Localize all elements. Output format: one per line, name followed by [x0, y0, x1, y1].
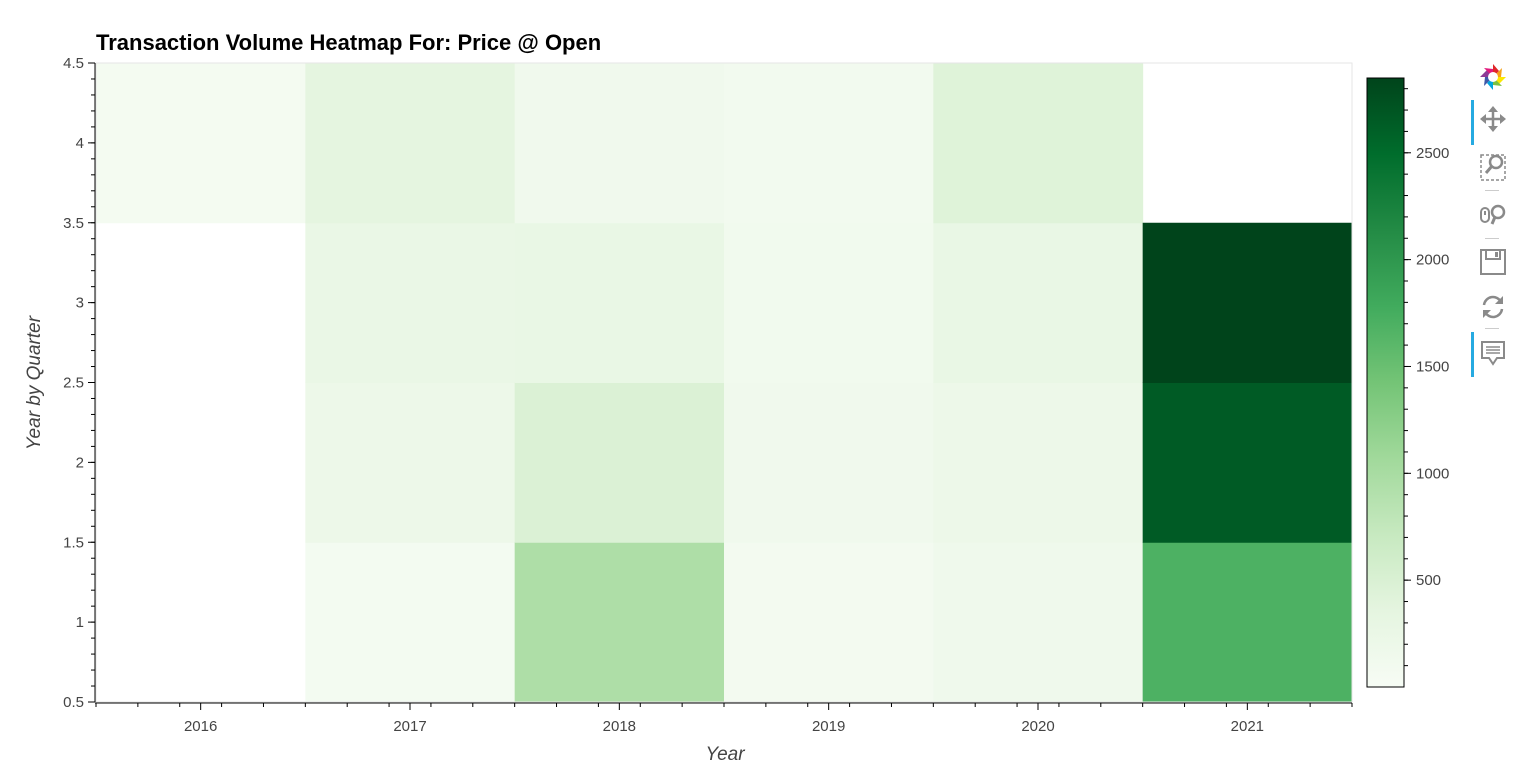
- heatmap-cell: [724, 63, 934, 224]
- pan-tool[interactable]: [1468, 100, 1518, 145]
- hover-icon: [1481, 341, 1505, 366]
- colorbar-tick-label: 2500: [1416, 145, 1449, 162]
- heatmap-cells: [96, 63, 1353, 703]
- colorbar-tick-label: 1500: [1416, 358, 1449, 375]
- x-tick-label: 2020: [1021, 718, 1054, 735]
- save-tool[interactable]: [1468, 243, 1518, 283]
- box-zoom-icon: [1480, 154, 1506, 181]
- hover-tool[interactable]: [1468, 332, 1518, 377]
- heatmap-cell: [514, 222, 725, 383]
- heatmap-cell: [933, 222, 1144, 383]
- box-zoom-tool[interactable]: [1468, 146, 1518, 186]
- y-tick-label: 3.5: [63, 215, 84, 232]
- heatmap-cell: [1142, 542, 1353, 703]
- x-axis-label: Year: [705, 744, 745, 765]
- heatmap-cell: [724, 222, 934, 383]
- heatmap-cell: [933, 63, 1144, 224]
- toolbar-separator: [1485, 238, 1499, 239]
- heatmap-cell: [305, 542, 516, 703]
- wheel-zoom-tool[interactable]: [1468, 196, 1518, 236]
- pan-icon: [1480, 106, 1506, 132]
- heatmap-cell: [1142, 222, 1353, 383]
- heatmap-cell: [724, 542, 934, 703]
- reset-tool[interactable]: [1468, 288, 1518, 328]
- colorbar-tick-label: 500: [1416, 572, 1441, 589]
- x-axis: 2016 2017 2018 2019 2020 2021: [95, 702, 1353, 735]
- heatmap-cell: [514, 63, 725, 224]
- heatmap-cell: [305, 382, 516, 543]
- active-indicator: [1471, 100, 1474, 145]
- y-tick-label: 2.5: [63, 375, 84, 392]
- save-icon: [1480, 249, 1506, 275]
- y-tick-label: 1.5: [63, 534, 84, 551]
- toolbar-separator: [1485, 328, 1499, 329]
- heatmap-cell: [305, 222, 516, 383]
- y-axis-label: Year by Quarter: [24, 315, 45, 450]
- y-tick-label: 0.5: [63, 694, 84, 711]
- y-tick-label: 4: [76, 135, 84, 152]
- wheel-zoom-icon: [1480, 204, 1506, 225]
- plot-frame: [95, 62, 1353, 703]
- toolbar-separator: [1485, 190, 1499, 191]
- heatmap-cell: [933, 382, 1144, 543]
- heatmap-cell: [724, 382, 934, 543]
- colorbar-tick-label: 1000: [1416, 465, 1449, 482]
- y-tick-label: 4.5: [63, 55, 84, 72]
- toolbar: [1468, 58, 1518, 388]
- heatmap-cell: [514, 382, 725, 543]
- y-tick-label: 2: [76, 454, 84, 471]
- active-indicator: [1471, 332, 1474, 377]
- bokeh-logo-icon[interactable]: [1468, 58, 1518, 98]
- colorbar: [1366, 77, 1405, 688]
- y-axis: 0.5 1 1.5 2 2.5 3 3.5 4 4.5: [63, 55, 96, 711]
- x-tick-label: 2016: [184, 718, 217, 735]
- x-tick-label: 2019: [812, 718, 845, 735]
- heatmap-cell: [1142, 382, 1353, 543]
- colorbar-axis: 500 1000 1500 2000 2500: [1404, 88, 1449, 667]
- x-tick-label: 2021: [1231, 718, 1264, 735]
- heatmap-cell: [96, 63, 306, 224]
- heatmap-cell: [514, 542, 725, 703]
- y-tick-label: 3: [76, 295, 84, 312]
- heatmap-cell: [305, 63, 516, 224]
- heatmap-cell: [933, 542, 1144, 703]
- y-tick-label: 1: [76, 614, 84, 631]
- x-tick-label: 2018: [603, 718, 636, 735]
- x-tick-label: 2017: [393, 718, 426, 735]
- chart-title: Transaction Volume Heatmap For: Price @ …: [96, 30, 601, 55]
- reset-icon: [1482, 295, 1504, 319]
- colorbar-tick-label: 2000: [1416, 252, 1449, 269]
